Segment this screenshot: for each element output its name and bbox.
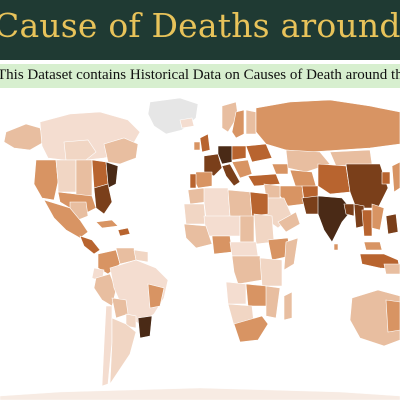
region-chad[interactable] [239, 215, 255, 243]
region-pakistan[interactable] [301, 195, 321, 215]
region-poland[interactable] [231, 145, 247, 161]
region-bolivia[interactable] [111, 297, 129, 319]
region-west-africa[interactable] [183, 223, 213, 249]
region-hispaniola[interactable] [117, 227, 131, 237]
region-chile[interactable] [101, 305, 113, 387]
region-portugal[interactable] [189, 173, 197, 189]
region-central-africa[interactable] [229, 241, 259, 257]
region-yemen-oman[interactable] [277, 211, 301, 233]
region-germany[interactable] [217, 145, 233, 165]
region-somalia[interactable] [283, 237, 299, 271]
region-mexico[interactable] [43, 199, 89, 239]
region-western-sahara-mauritania[interactable] [183, 203, 207, 225]
world-choropleth-map[interactable] [0, 92, 400, 400]
region-madagascar[interactable] [283, 291, 293, 321]
region-finland[interactable] [245, 109, 257, 135]
region-uk[interactable] [199, 133, 211, 153]
region-mongolia[interactable] [329, 149, 373, 167]
region-angola[interactable] [225, 281, 247, 305]
region-iceland[interactable] [179, 117, 195, 129]
region-kenya-tanzania[interactable] [259, 257, 283, 287]
region-cuba[interactable] [95, 219, 119, 229]
region-nigeria[interactable] [211, 235, 233, 255]
region-turkey[interactable] [247, 173, 281, 187]
region-caucasus[interactable] [271, 163, 289, 175]
subtitle-banner: This Dataset contains Historical Data on… [0, 64, 400, 88]
region-algeria[interactable] [203, 187, 231, 219]
region-usa-southeast[interactable] [93, 183, 113, 215]
region-vietnam[interactable] [371, 203, 385, 231]
region-usa-west[interactable] [33, 159, 59, 201]
region-usa-mountain[interactable] [55, 159, 77, 193]
region-japan[interactable] [391, 161, 400, 193]
region-usa-east[interactable] [105, 161, 119, 189]
region-central-asia[interactable] [289, 169, 317, 189]
region-philippines[interactable] [385, 213, 399, 235]
region-guianas[interactable] [133, 249, 149, 263]
region-sri-lanka[interactable] [333, 243, 339, 251]
region-bangladesh[interactable] [343, 203, 355, 217]
region-egypt[interactable] [249, 191, 269, 217]
region-usa-midwest[interactable] [91, 159, 109, 189]
region-mozambique[interactable] [265, 285, 281, 319]
region-balkans[interactable] [231, 159, 253, 179]
region-south-africa[interactable] [233, 315, 269, 343]
region-spain[interactable] [193, 171, 213, 189]
region-ukraine[interactable] [245, 143, 273, 163]
region-drc[interactable] [231, 255, 263, 285]
region-usa-plains[interactable] [75, 159, 93, 197]
region-uruguay-south-brazil[interactable] [137, 315, 153, 339]
region-norway[interactable] [221, 101, 239, 133]
region-papua[interactable] [383, 263, 400, 275]
region-india[interactable] [317, 195, 353, 243]
dataset-description: This Dataset contains Historical Data on… [0, 67, 400, 83]
region-australia-east[interactable] [385, 299, 400, 333]
region-china-west[interactable] [317, 163, 351, 195]
region-greenland[interactable] [147, 97, 199, 135]
region-france[interactable] [203, 153, 223, 177]
region-zambia-zimbabwe[interactable] [245, 283, 269, 307]
region-mali-niger[interactable] [203, 215, 241, 237]
region-sweden[interactable] [231, 109, 245, 139]
page-title: Cause of Deaths around the World [0, 6, 400, 45]
region-ireland[interactable] [193, 141, 201, 151]
region-morocco[interactable] [187, 187, 207, 205]
region-argentina[interactable] [109, 317, 137, 386]
region-china-east[interactable] [345, 163, 389, 209]
region-italy[interactable] [221, 163, 241, 187]
region-antarctica[interactable] [0, 387, 400, 400]
region-korea[interactable] [381, 171, 391, 185]
region-canada-east[interactable] [103, 137, 139, 165]
region-thailand[interactable] [361, 209, 373, 237]
map-svg[interactable] [0, 92, 400, 400]
region-central-america[interactable] [79, 235, 101, 255]
region-canada-mid[interactable] [63, 139, 97, 161]
region-libya[interactable] [227, 189, 253, 219]
region-malaysia[interactable] [363, 241, 383, 251]
title-banner: Cause of Deaths around the World [0, 0, 400, 60]
region-alaska[interactable] [3, 123, 45, 151]
region-brazil-east[interactable] [147, 283, 165, 309]
region-paraguay[interactable] [125, 313, 137, 329]
region-russia[interactable] [255, 99, 400, 153]
